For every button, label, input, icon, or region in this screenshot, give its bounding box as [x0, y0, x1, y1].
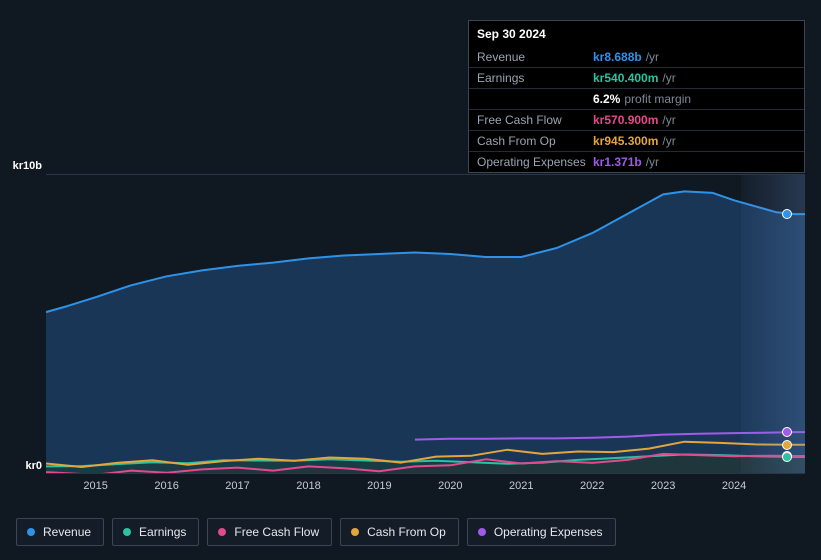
cursor-band [741, 175, 805, 473]
tooltip-date: Sep 30 2024 [469, 21, 804, 47]
tooltip-value: kr1.371b/yr [593, 155, 659, 169]
marker-cfo [782, 440, 792, 450]
legend-dot-icon [478, 528, 486, 536]
x-axis: 2015 2016 2017 2018 2019 2020 2021 2022 2023 2024 [46, 480, 805, 500]
tooltip-value: 6.2%profit margin [593, 92, 691, 106]
tooltip-value: kr8.688b/yr [593, 50, 659, 64]
tooltip-row-opex: Operating Expenseskr1.371b/yr [469, 151, 804, 172]
area-revenue [46, 191, 805, 473]
legend-label: Revenue [43, 525, 91, 539]
tooltip-row-earnings: Earningskr540.400m/yr [469, 67, 804, 88]
legend-label: Earnings [139, 525, 186, 539]
legend-label: Operating Expenses [494, 525, 603, 539]
chart-tooltip: Sep 30 2024 Revenuekr8.688b/yrEarningskr… [468, 20, 805, 173]
financials-chart[interactable]: kr10b kr0 201520162017201820192020202120… [16, 160, 805, 480]
marker-earnings [782, 452, 792, 462]
legend-label: Cash From Op [367, 525, 446, 539]
tooltip-value: kr540.400m/yr [593, 71, 676, 85]
y-axis-label-min: kr0 [2, 460, 42, 472]
legend-revenue[interactable]: Revenue [16, 518, 104, 546]
tooltip-label: Operating Expenses [477, 155, 593, 169]
legend-dot-icon [351, 528, 359, 536]
legend-dot-icon [218, 528, 226, 536]
tooltip-row-margin: 6.2%profit margin [469, 88, 804, 109]
chart-legend: Revenue Earnings Free Cash Flow Cash From O… [16, 518, 805, 548]
x-tick: 2015 [83, 480, 107, 492]
tooltip-value: kr945.300m/yr [593, 134, 676, 148]
legend-dot-icon [27, 528, 35, 536]
legend-earnings[interactable]: Earnings [112, 518, 199, 546]
plot-svg [46, 175, 805, 473]
legend-label: Free Cash Flow [234, 525, 319, 539]
tooltip-row-revenue: Revenuekr8.688b/yr [469, 47, 804, 67]
x-tick: 2017 [225, 480, 249, 492]
x-tick: 2021 [509, 480, 533, 492]
tooltip-label [477, 92, 593, 106]
marker-revenue [782, 209, 792, 219]
y-axis-label-max: kr10b [2, 160, 42, 172]
legend-dot-icon [123, 528, 131, 536]
plot-area[interactable] [46, 174, 805, 474]
tooltip-label: Cash From Op [477, 134, 593, 148]
x-tick: 2023 [651, 480, 675, 492]
legend-opex[interactable]: Operating Expenses [467, 518, 616, 546]
tooltip-value: kr570.900m/yr [593, 113, 676, 127]
x-tick: 2020 [438, 480, 462, 492]
x-tick: 2018 [296, 480, 320, 492]
tooltip-label: Earnings [477, 71, 593, 85]
legend-cfo[interactable]: Cash From Op [340, 518, 459, 546]
x-tick: 2022 [580, 480, 604, 492]
x-tick: 2016 [154, 480, 178, 492]
tooltip-label: Revenue [477, 50, 593, 64]
marker-opex [782, 427, 792, 437]
tooltip-row-cfo: Cash From Opkr945.300m/yr [469, 130, 804, 151]
x-tick: 2019 [367, 480, 391, 492]
tooltip-row-fcf: Free Cash Flowkr570.900m/yr [469, 109, 804, 130]
tooltip-label: Free Cash Flow [477, 113, 593, 127]
x-tick: 2024 [722, 480, 746, 492]
legend-fcf[interactable]: Free Cash Flow [207, 518, 332, 546]
